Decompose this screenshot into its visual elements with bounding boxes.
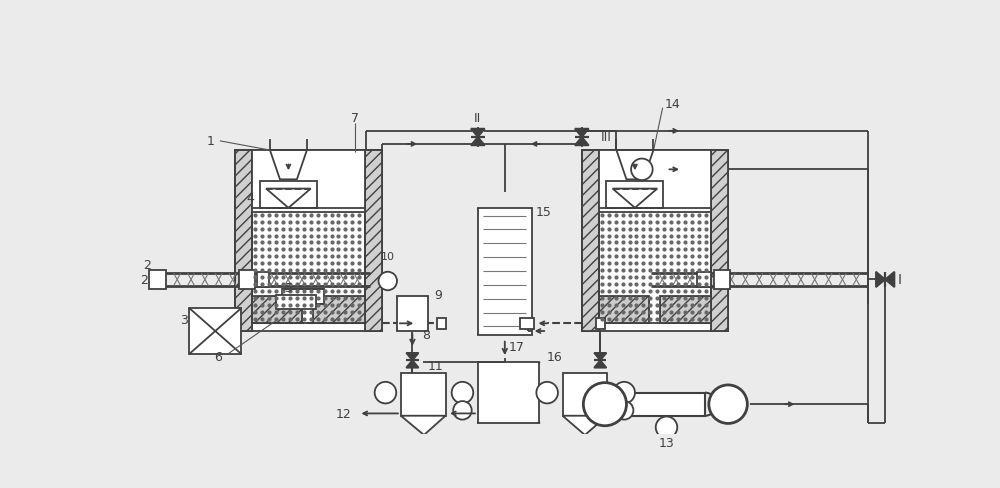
Text: 8: 8 [422, 329, 430, 342]
Polygon shape [270, 151, 307, 180]
Text: 15: 15 [536, 206, 551, 219]
Circle shape [613, 382, 635, 404]
Polygon shape [613, 189, 657, 208]
Circle shape [536, 382, 558, 404]
Text: 10: 10 [381, 252, 395, 262]
Text: $\Sigma$: $\Sigma$ [458, 387, 467, 399]
Text: $\Sigma$: $\Sigma$ [620, 387, 628, 399]
Circle shape [631, 159, 653, 181]
Circle shape [615, 401, 633, 420]
Bar [599, 297, 649, 324]
Circle shape [452, 382, 473, 404]
Bar [401, 374, 446, 416]
Text: 1: 1 [207, 135, 215, 148]
Bar [189, 308, 241, 354]
Bar [276, 295, 316, 309]
Text: 6: 6 [214, 350, 222, 363]
Text: $\Sigma$: $\Sigma$ [722, 395, 735, 414]
Bar [149, 271, 166, 289]
Text: 5: 5 [285, 281, 293, 294]
Text: 2: 2 [143, 258, 151, 271]
Text: 7: 7 [351, 112, 359, 125]
Text: 14: 14 [664, 98, 680, 111]
Text: 4: 4 [247, 192, 255, 205]
Text: 9: 9 [434, 289, 442, 302]
Polygon shape [471, 138, 485, 146]
Bar [582, 151, 728, 331]
Text: T: T [663, 423, 670, 432]
Bar [235, 151, 382, 331]
Bar [235, 151, 252, 331]
Bar [711, 151, 728, 331]
Bar [252, 151, 365, 208]
Text: $\Sigma$: $\Sigma$ [381, 387, 390, 399]
Text: 12: 12 [335, 407, 351, 420]
Text: II: II [474, 112, 481, 125]
Bar [235, 151, 252, 331]
Bar [257, 272, 269, 287]
Polygon shape [406, 361, 419, 368]
Bar [365, 151, 382, 331]
Circle shape [656, 417, 677, 438]
Bar [606, 182, 663, 208]
Bar [711, 151, 728, 331]
Bar [313, 297, 365, 324]
Bar [660, 297, 711, 324]
Bar [599, 151, 711, 208]
Polygon shape [401, 416, 446, 435]
Polygon shape [575, 138, 589, 146]
Bar [260, 182, 317, 208]
Bar [239, 271, 255, 289]
Text: 16: 16 [547, 350, 563, 363]
Bar [520, 318, 534, 329]
Bar [596, 318, 605, 329]
Text: T: T [621, 406, 627, 415]
Circle shape [453, 401, 472, 420]
Polygon shape [563, 416, 607, 435]
Polygon shape [616, 151, 653, 180]
Text: $\Sigma$: $\Sigma$ [598, 394, 612, 414]
Text: I: I [898, 273, 902, 287]
Text: 11: 11 [428, 360, 443, 372]
Polygon shape [266, 189, 311, 208]
Polygon shape [594, 353, 606, 361]
Polygon shape [406, 353, 419, 361]
Bar [397, 297, 428, 331]
Bar [252, 297, 302, 324]
Bar [563, 374, 607, 416]
Text: 2: 2 [141, 273, 148, 286]
Bar [365, 151, 382, 331]
Circle shape [583, 383, 626, 426]
Polygon shape [876, 272, 885, 287]
Bar [478, 362, 539, 424]
Circle shape [709, 385, 747, 424]
Bar [660, 297, 711, 324]
Polygon shape [885, 272, 894, 287]
Bar [252, 212, 365, 324]
Bar [437, 318, 446, 329]
Text: 3: 3 [180, 313, 188, 326]
Bar [478, 208, 532, 335]
Circle shape [379, 272, 397, 291]
Bar [252, 297, 302, 324]
Text: $\Sigma$: $\Sigma$ [543, 387, 551, 399]
Circle shape [375, 382, 396, 404]
Text: T: T [385, 276, 391, 286]
Bar [313, 297, 365, 324]
Polygon shape [575, 129, 589, 138]
Bar [714, 271, 730, 289]
Bar [582, 151, 599, 331]
Bar [628, 393, 705, 416]
Bar [599, 212, 711, 324]
Polygon shape [471, 129, 485, 138]
Text: 13: 13 [659, 436, 674, 449]
Bar [599, 297, 649, 324]
Bar [282, 289, 324, 305]
Text: 17: 17 [509, 340, 525, 353]
Bar [582, 151, 599, 331]
Text: T: T [460, 406, 465, 415]
Bar [697, 272, 711, 287]
Text: III: III [601, 131, 612, 144]
Polygon shape [594, 361, 606, 368]
